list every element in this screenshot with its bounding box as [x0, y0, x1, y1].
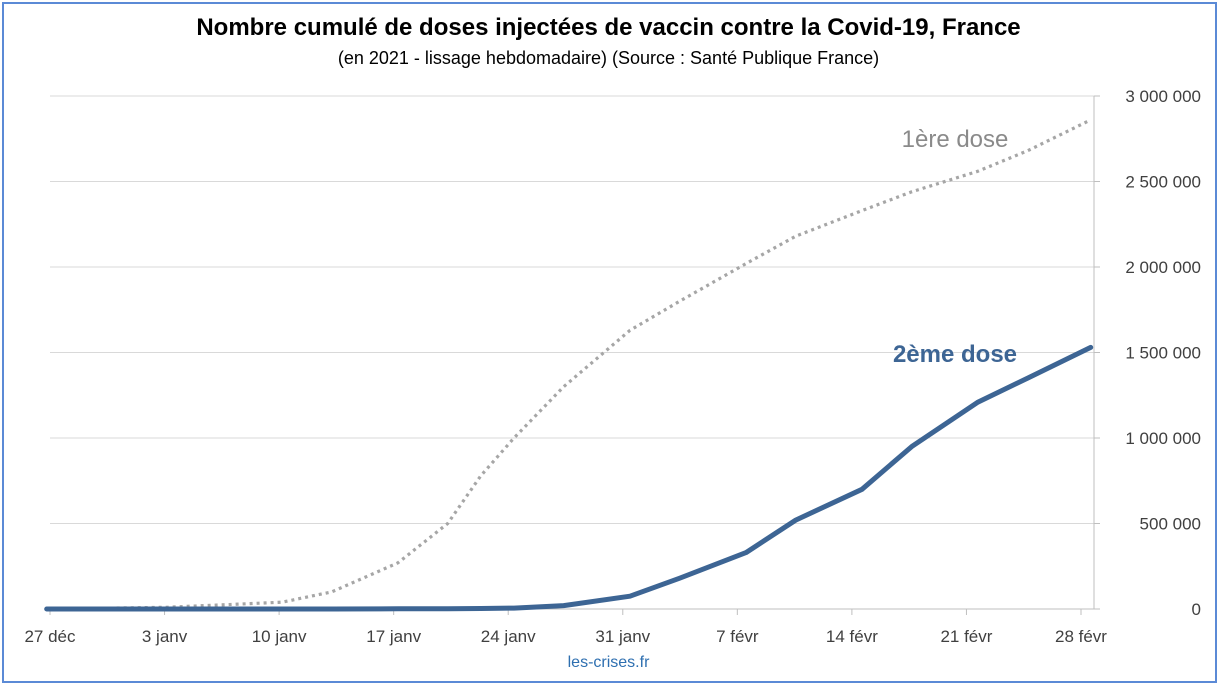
series-label-2eme-dose: 2ème dose: [893, 341, 1017, 368]
credit-text: les-crises.fr: [567, 654, 650, 671]
series-label-1ere-dose: 1ère dose: [902, 126, 1009, 153]
x-tick-label: 17 janv: [366, 627, 421, 646]
chart-title: Nombre cumulé de doses injectées de vacc…: [196, 14, 1021, 41]
x-tick-label: 3 janv: [142, 627, 188, 646]
y-tick-label: 1 000 000: [1125, 429, 1201, 448]
x-tick-label: 14 févr: [826, 627, 878, 646]
y-tick-label: 1 500 000: [1125, 344, 1201, 363]
chart-subtitle: (en 2021 - lissage hebdomadaire) (Source…: [337, 48, 880, 68]
series-line-2eme-dose: [44, 344, 1094, 612]
x-tick-label: 21 févr: [940, 627, 992, 646]
y-tick-label: 0: [1192, 600, 1201, 619]
series-line-1ere-dose: [46, 118, 1092, 611]
y-tick-label: 3 000 000: [1125, 87, 1201, 106]
x-tick-label: 10 janv: [252, 627, 307, 646]
y-tick-label: 500 000: [1140, 515, 1201, 534]
x-tick-label: 28 févr: [1055, 627, 1107, 646]
y-tick-label: 2 000 000: [1125, 258, 1201, 277]
x-tick-label: 27 déc: [24, 627, 76, 646]
x-tick-label: 24 janv: [481, 627, 536, 646]
x-tick-label: 31 janv: [595, 627, 650, 646]
y-tick-label: 2 500 000: [1125, 173, 1201, 192]
x-tick-label: 7 févr: [716, 627, 759, 646]
